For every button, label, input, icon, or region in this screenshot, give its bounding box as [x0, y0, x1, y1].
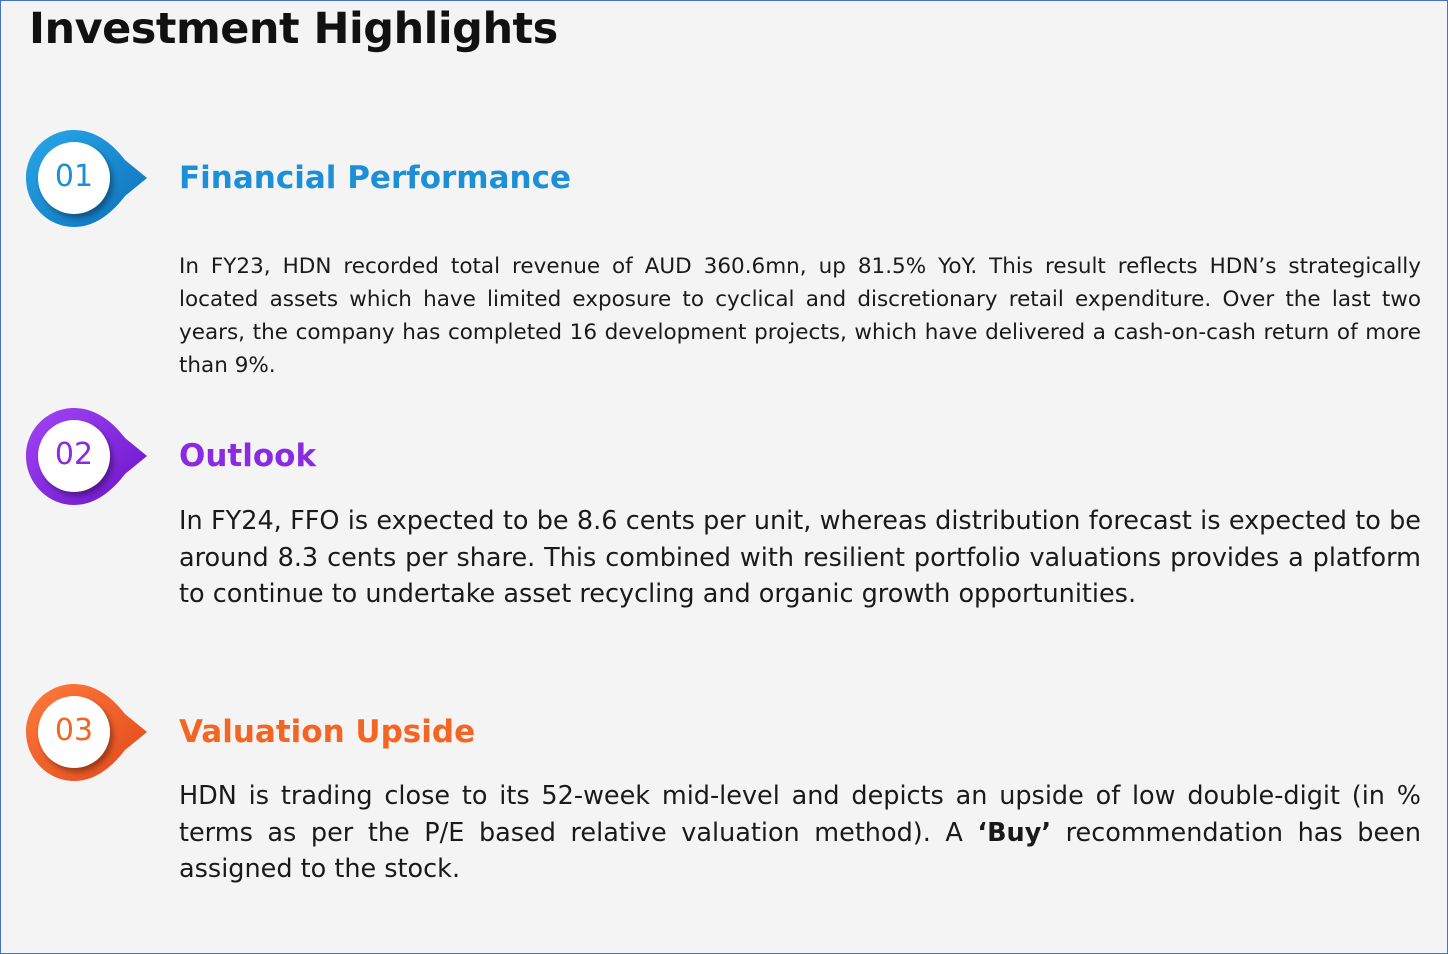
section-heading-outlook: Outlook [179, 438, 317, 474]
section-body-valuation-upside: HDN is trading close to its 52-week mid-… [179, 778, 1421, 888]
page-title: Investment Highlights [29, 4, 558, 54]
section-badge-01: 01 [23, 127, 149, 231]
section-heading-financial-performance: Financial Performance [179, 160, 571, 196]
badge-marker-icon [26, 130, 147, 227]
section-heading-valuation-upside: Valuation Upside [179, 714, 476, 750]
section-body-financial-performance: In FY23, HDN recorded total revenue of A… [179, 254, 1421, 378]
section-badge-02: 02 [23, 405, 149, 509]
body-text-start: HDN is trading close to its 52-week mid-… [179, 781, 1421, 848]
section-number: 01 [54, 159, 94, 194]
section-body-outlook: In FY24, FFO is expected to be 8.6 cents… [179, 506, 1421, 609]
badge-marker-icon [26, 684, 147, 781]
section-badge-03: 03 [23, 681, 149, 785]
section-number: 02 [54, 437, 94, 472]
body-text-end: recommendation has been assigned to the … [179, 817, 1421, 885]
buy-recommendation-label: ‘Buy’ [977, 817, 1052, 848]
badge-marker-icon [26, 408, 147, 505]
section-number: 03 [54, 713, 94, 748]
